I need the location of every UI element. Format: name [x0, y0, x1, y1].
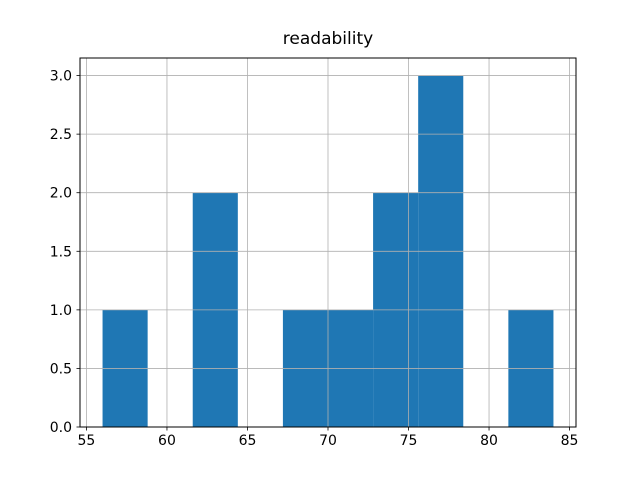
x-tick-label: 85: [561, 433, 579, 449]
y-tick-label: 3.0: [50, 69, 72, 85]
x-tick-label: 70: [319, 433, 337, 449]
y-tick-label: 2.0: [50, 186, 72, 202]
y-tick-label: 1.5: [50, 244, 72, 260]
x-tick-label: 80: [480, 433, 498, 449]
y-tick-label: 0.5: [50, 361, 72, 377]
x-tick-label: 55: [78, 433, 96, 449]
y-tick-label: 0.0: [50, 420, 72, 436]
x-tick-label: 65: [239, 433, 257, 449]
x-tick-label: 75: [400, 433, 418, 449]
y-tick-label: 2.5: [50, 127, 72, 143]
y-tick-label: 1.0: [50, 303, 72, 319]
chart-title: readability: [282, 29, 374, 49]
x-tick-label: 60: [158, 433, 176, 449]
